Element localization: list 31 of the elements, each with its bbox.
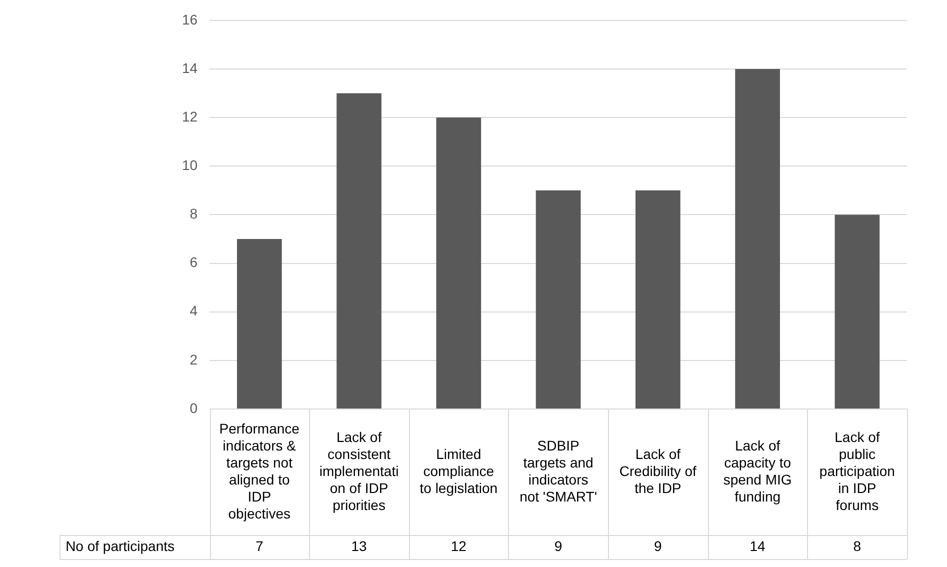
bar <box>236 238 282 408</box>
x-tick-label: Lack of public participation in IDP forums <box>819 428 895 513</box>
data-label: 12 <box>450 538 467 554</box>
bar <box>636 190 680 408</box>
x-tick-label: SDBIP targets and indicators not 'SMART' <box>520 437 598 504</box>
y-tick-label: 6 <box>190 254 198 270</box>
y-tick-label: 12 <box>182 108 198 124</box>
text: No of participants <box>66 538 175 554</box>
x-tick-label: Lack of consistent implementation of IDP priorities <box>319 428 399 513</box>
y-tick-label: 8 <box>190 206 198 222</box>
x-tick-label: Lack of capacity to spend MIG funding <box>723 437 792 504</box>
data-label: 7 <box>255 538 264 554</box>
y-tick-label: 4 <box>190 302 198 319</box>
y-tick-label: 0 <box>190 400 198 416</box>
x-tick-label: Lack of Credibility of the IDP <box>619 446 697 496</box>
bar <box>436 118 482 408</box>
bar <box>735 68 780 408</box>
y-tick-label: 16 <box>182 11 198 28</box>
y-tick-label: 14 <box>182 60 198 76</box>
x-tick-label: Limited compliance to legislation <box>420 446 498 496</box>
data-label: 8 <box>853 538 862 554</box>
data-label: 9 <box>654 538 662 554</box>
data-label: 13 <box>351 538 368 554</box>
bar <box>536 190 581 408</box>
data-label: 14 <box>750 538 766 554</box>
bar <box>336 93 382 408</box>
x-tick-label: Performance indicators & targets not aligned to IDP objectives <box>219 420 300 522</box>
bar <box>834 214 880 408</box>
y-tick-label: 2 <box>190 351 198 368</box>
data-label: 9 <box>554 538 562 554</box>
y-tick-label: 10 <box>182 156 198 173</box>
